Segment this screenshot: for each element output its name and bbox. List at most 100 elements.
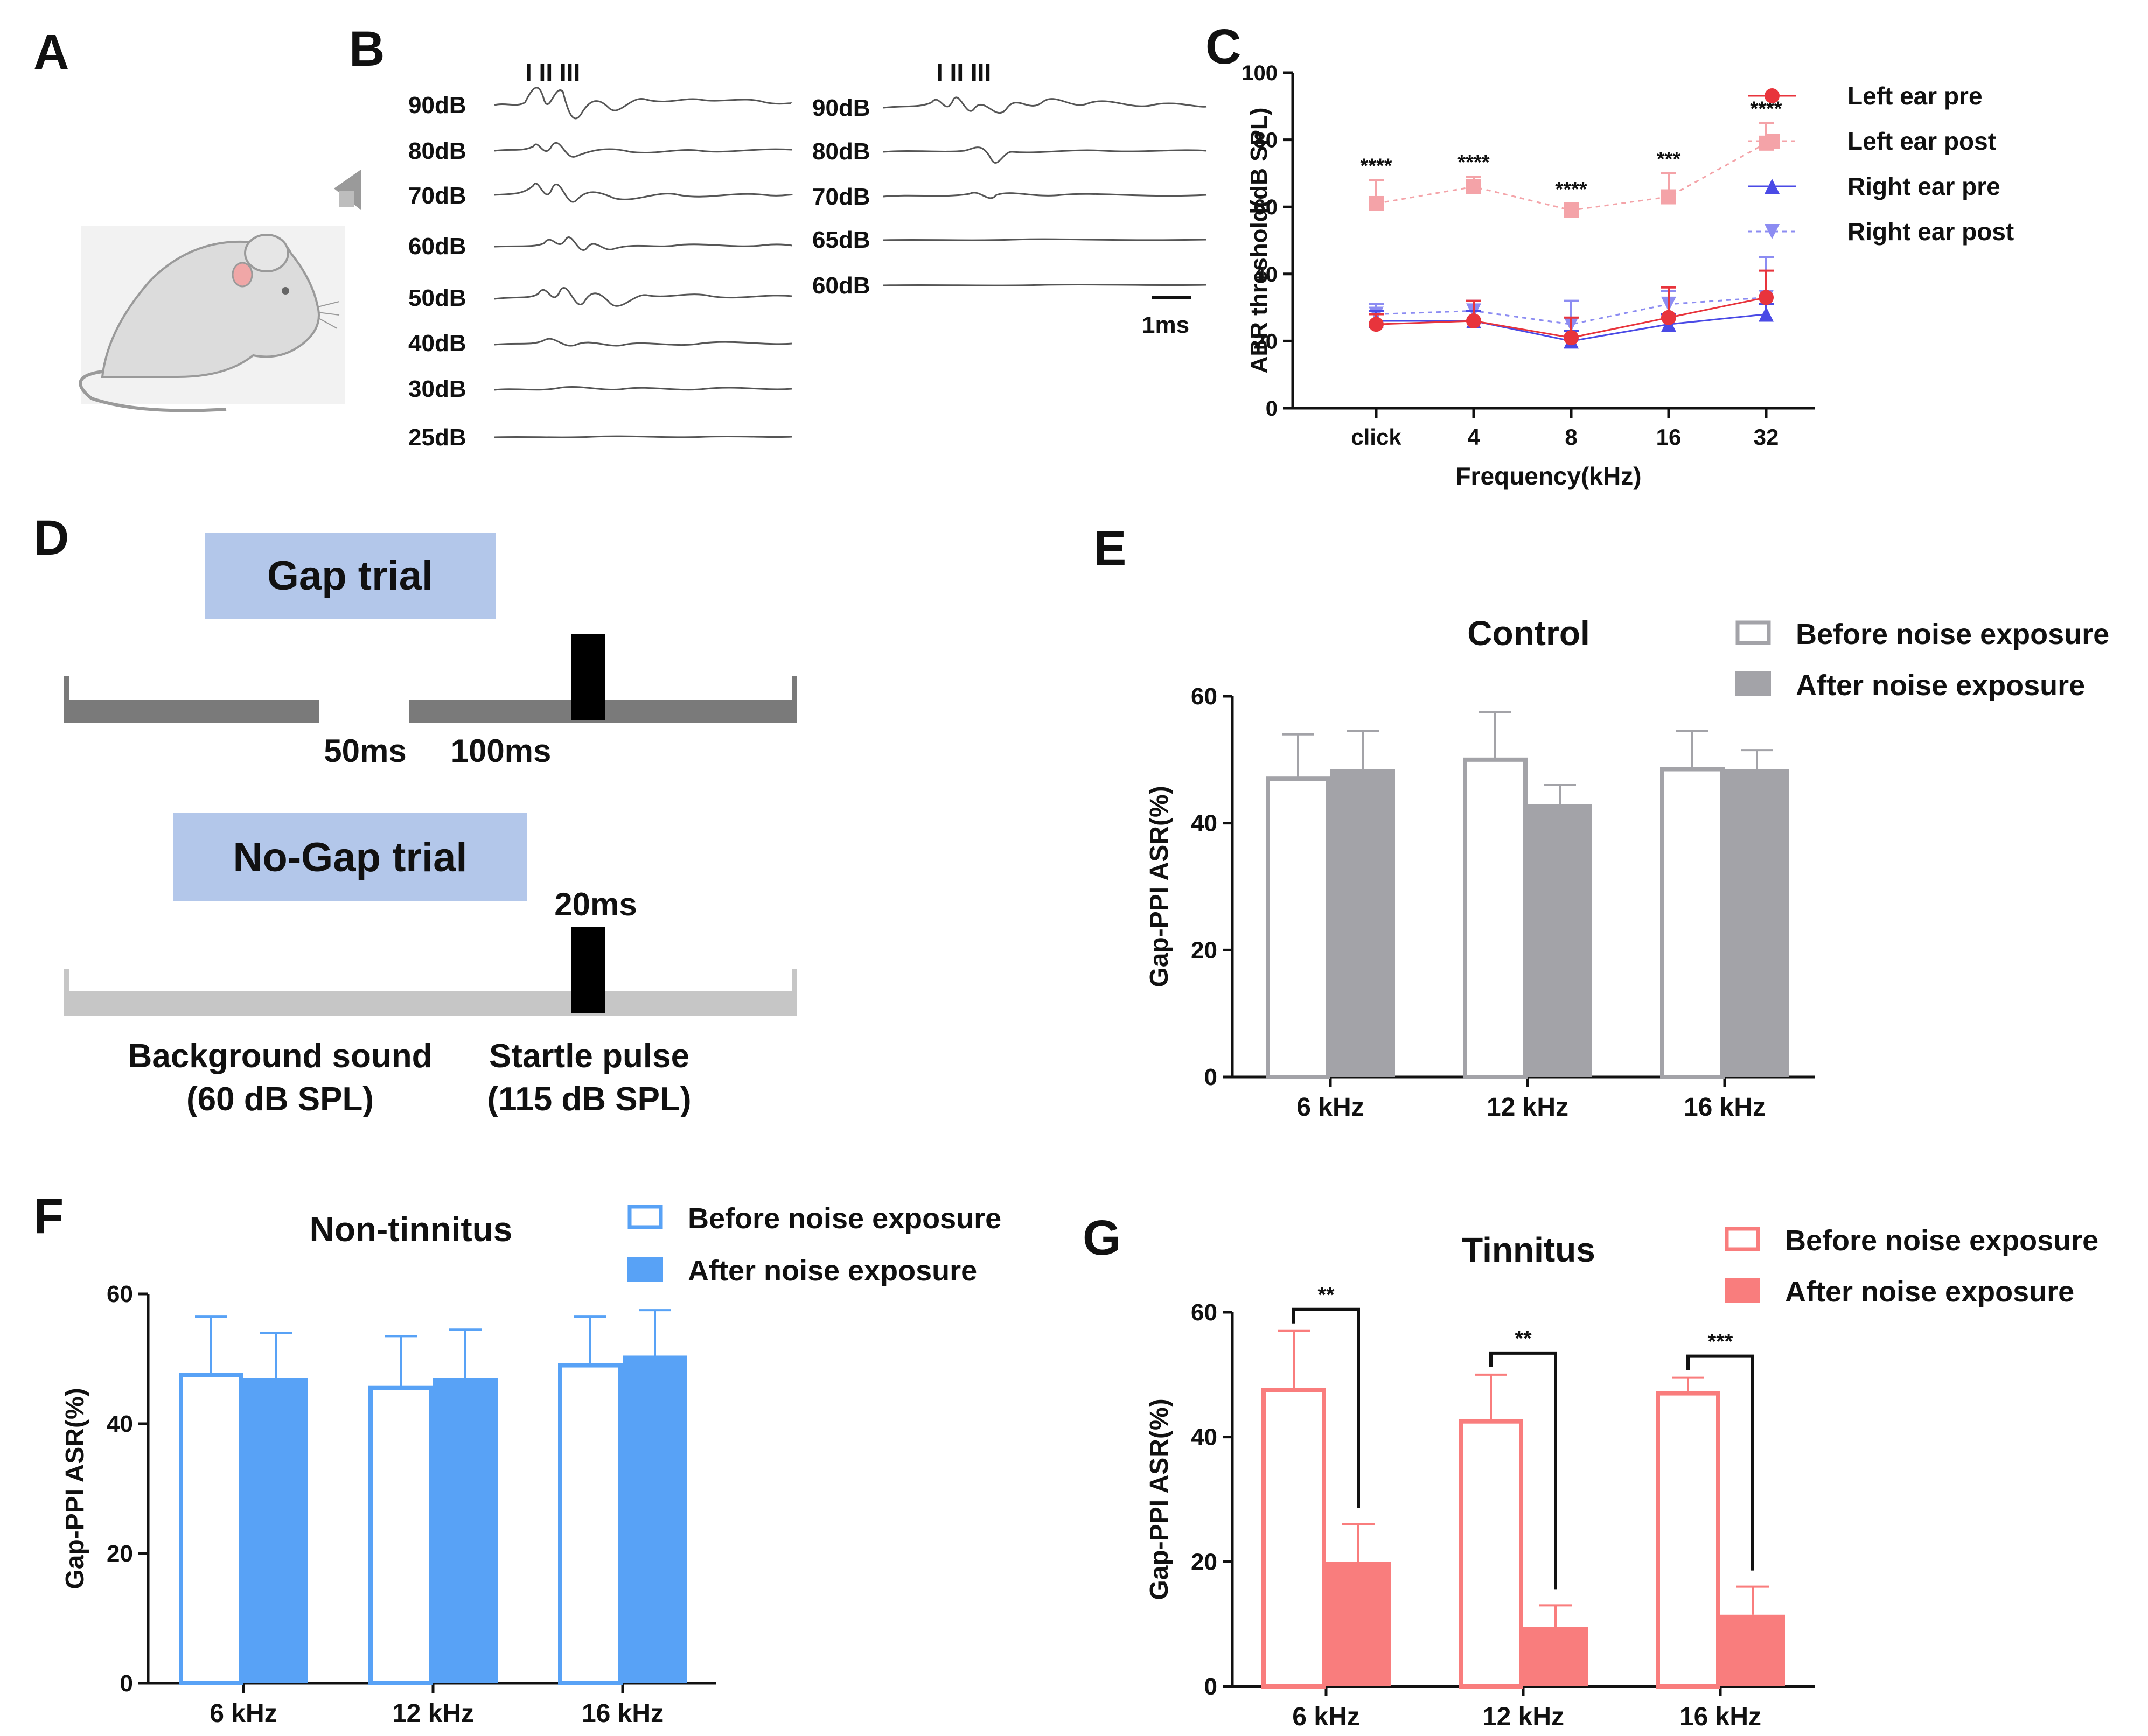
gap-trial-startle-pulse	[571, 634, 605, 720]
x-tick-label: 16	[1656, 424, 1682, 450]
level-pre-90: 90dB	[408, 92, 466, 118]
peaks-label-post: I II III	[936, 58, 991, 86]
startle-label: Startle pulse	[489, 1038, 689, 1075]
legend-label: After noise exposure	[1796, 669, 2085, 702]
y-tick-label: 100	[1242, 61, 1278, 85]
significance-label: ***	[1708, 1330, 1733, 1354]
bar	[1720, 1614, 1785, 1686]
bar	[368, 1385, 433, 1686]
trace-pre-40	[494, 338, 792, 347]
legend-marker	[1765, 88, 1780, 103]
x-tick-label: 6 kHz	[210, 1699, 277, 1728]
legend-swatch	[1735, 620, 1771, 645]
abr-traces-post: I II III 90dB 80dB 70dB 65dB 60dB 1ms	[812, 58, 1207, 338]
x-tick-label: 12 kHz	[1487, 1093, 1568, 1122]
chart-title: Control	[1467, 614, 1590, 653]
gap-duration-label: 50ms	[324, 733, 406, 769]
level-pre-80: 80dB	[408, 138, 466, 164]
data-point	[1759, 306, 1774, 322]
y-tick-label: 0	[120, 1670, 133, 1697]
data-point	[1661, 310, 1676, 325]
legend-marker	[1765, 179, 1780, 194]
pulse-duration-label: 20ms	[554, 886, 637, 922]
significance-label: ***	[1657, 148, 1681, 171]
trace-pre-70	[494, 183, 793, 203]
level-post-60: 60dB	[812, 272, 870, 299]
panel-label-c: C	[1205, 19, 1241, 74]
series-left-ear-pre	[1369, 269, 1774, 346]
y-tick-label: 20	[107, 1541, 133, 1567]
panel-label-a: A	[33, 25, 69, 80]
legend-label: Before noise exposure	[688, 1202, 1001, 1235]
panel-label-d: D	[33, 510, 69, 565]
y-tick-label: 60	[1254, 195, 1278, 219]
legend-label: After noise exposure	[1785, 1276, 2074, 1308]
x-tick-label: click	[1351, 424, 1401, 450]
trace-post-65	[883, 238, 1207, 241]
bar	[1656, 1391, 1720, 1689]
trace-post-70	[883, 192, 1207, 199]
level-post-65: 65dB	[812, 227, 870, 253]
y-tick-label: 20	[1254, 330, 1278, 353]
significance-label: **	[1515, 1327, 1532, 1350]
y-tick-label: 60	[1191, 1299, 1217, 1326]
trace-pre-25	[494, 435, 792, 438]
legend-label: Right ear post	[1847, 218, 2014, 246]
nogap-trial-bar	[64, 991, 797, 1016]
background-label: Background sound	[128, 1038, 433, 1075]
y-tick-label: 40	[1191, 810, 1217, 837]
legend-swatch	[627, 1257, 663, 1282]
significance-label: **	[1317, 1283, 1335, 1307]
legend-marker	[1765, 224, 1780, 239]
x-tick-label: 12 kHz	[1482, 1703, 1564, 1731]
legend-label: After noise exposure	[688, 1255, 977, 1287]
gap-trial-right-post	[792, 676, 797, 723]
bar	[558, 1363, 623, 1686]
bar	[1523, 1627, 1588, 1686]
legend-swatch	[627, 1205, 663, 1229]
panel-label-f: F	[33, 1189, 64, 1244]
gap-trial-label: Gap trial	[267, 553, 433, 599]
y-axis-label: Gap-PPI ASR(%)	[61, 1388, 89, 1589]
abr-threshold-chart: 0 20 40 60 80 100 click 4 8 16 32 Frequency(kHz) ABR…	[1242, 61, 2014, 490]
nogap-trial-startle-pulse	[571, 927, 605, 1013]
level-pre-25: 25dB	[408, 424, 466, 451]
peaks-label-pre: I II III	[525, 58, 580, 86]
y-axis-label: ABR threshold(dB SPL)	[1246, 108, 1272, 374]
legend-label: Before noise exposure	[1785, 1224, 2098, 1257]
significance-label: ****	[1555, 178, 1587, 201]
series-line	[1376, 296, 1767, 325]
level-post-80: 80dB	[812, 138, 870, 165]
x-tick-label: 6 kHz	[1292, 1703, 1359, 1731]
trace-post-80	[883, 146, 1207, 164]
x-tick-label: 4	[1467, 424, 1480, 450]
significance-label: ****	[1457, 151, 1489, 174]
level-pre-40: 40dB	[408, 330, 466, 356]
significance-bracket	[1292, 1307, 1360, 1508]
gap-delay-label: 100ms	[451, 733, 552, 769]
tinnitus-bar-chart: 0 20 40 60 Gap-PPI ASR(%) Tinnitus 6 kHz 12 kHz…	[1145, 1224, 2098, 1731]
data-point	[1661, 189, 1676, 205]
significance-label: ****	[1360, 155, 1392, 177]
significance-bracket	[1489, 1351, 1557, 1590]
background-level: (60 dB SPL)	[186, 1081, 374, 1118]
legend-marker	[1765, 134, 1780, 149]
nogap-trial-box	[173, 813, 527, 901]
gap-trial-bar-left	[64, 700, 319, 723]
mouse-illustration	[79, 226, 345, 412]
legend-label: Right ear pre	[1847, 172, 2000, 200]
gap-trial-box	[205, 533, 496, 619]
gap-trial-left-post	[64, 676, 69, 723]
data-point	[1466, 313, 1481, 329]
series-left-ear-post	[1369, 122, 1774, 218]
y-tick-label: 60	[107, 1281, 133, 1307]
y-tick-label: 20	[1191, 937, 1217, 963]
x-tick-label: 6 kHz	[1296, 1093, 1364, 1122]
y-tick-label: 80	[1254, 129, 1278, 152]
trace-pre-80	[494, 142, 792, 158]
bar	[1660, 767, 1725, 1079]
bar	[1463, 757, 1528, 1080]
legend-swatch	[1735, 671, 1771, 696]
speaker-icon	[334, 170, 361, 210]
